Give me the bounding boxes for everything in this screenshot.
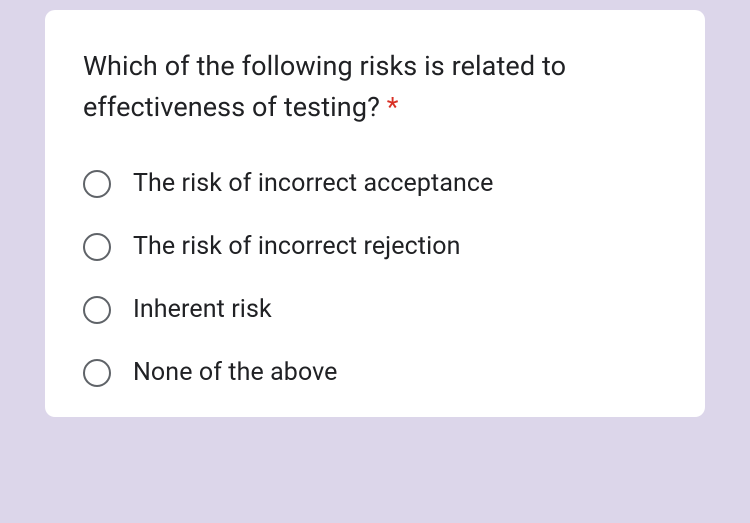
option-incorrect-rejection[interactable]: The risk of incorrect rejection	[83, 232, 667, 261]
radio-icon	[83, 359, 111, 387]
option-label: None of the above	[133, 358, 338, 387]
option-none-above[interactable]: None of the above	[83, 358, 667, 387]
question-text-content: Which of the following risks is related …	[83, 50, 566, 123]
required-marker: *	[387, 91, 399, 123]
option-incorrect-acceptance[interactable]: The risk of incorrect acceptance	[83, 169, 667, 198]
radio-icon	[83, 170, 111, 198]
radio-icon	[83, 233, 111, 261]
option-label: Inherent risk	[133, 295, 272, 324]
options-list: The risk of incorrect acceptance The ris…	[83, 169, 667, 387]
radio-icon	[83, 296, 111, 324]
option-label: The risk of incorrect rejection	[133, 232, 461, 261]
question-card: Which of the following risks is related …	[45, 10, 705, 417]
question-text: Which of the following risks is related …	[83, 46, 667, 127]
option-label: The risk of incorrect acceptance	[133, 169, 493, 198]
option-inherent-risk[interactable]: Inherent risk	[83, 295, 667, 324]
